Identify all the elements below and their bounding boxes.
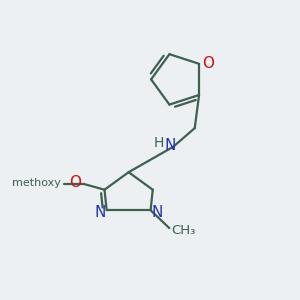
Text: methoxy: methoxy — [12, 178, 61, 188]
Text: N: N — [165, 139, 176, 154]
Text: O: O — [202, 56, 214, 71]
Text: N: N — [94, 205, 106, 220]
Text: H: H — [154, 136, 164, 150]
Text: CH₃: CH₃ — [172, 224, 196, 238]
Text: O: O — [69, 175, 81, 190]
Text: N: N — [151, 205, 163, 220]
